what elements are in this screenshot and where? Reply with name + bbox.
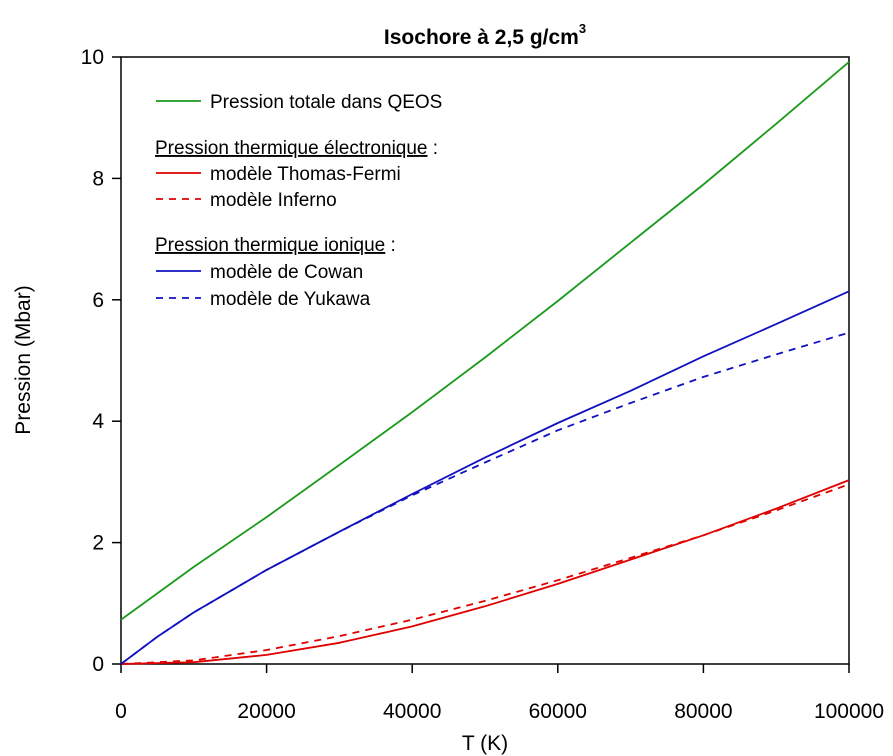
legend-heading-ionic: Pression thermique ionique : xyxy=(155,235,396,256)
x-axis: 0 20000 40000 60000 80000 100000 xyxy=(115,664,884,723)
series-line-mod-le-inferno xyxy=(120,483,850,665)
y-axis-label: Pression (Mbar) xyxy=(12,285,35,434)
x-tick-label: 60000 xyxy=(529,700,587,723)
series-line-mod-le-de-cowan xyxy=(120,290,850,665)
legend-label-thomas-fermi: modèle Thomas-Fermi xyxy=(210,164,401,185)
x-tick-label: 40000 xyxy=(383,700,441,723)
x-tick-label: 80000 xyxy=(674,700,732,723)
chart-title-text: Isochore à 2,5 g/cm xyxy=(384,26,579,49)
legend-label-yukawa: modèle de Yukawa xyxy=(210,289,371,310)
x-axis-label: T (K) xyxy=(462,732,508,755)
chart-title-superscript: 3 xyxy=(579,21,586,36)
chart-title: Isochore à 2,5 g/cm3 xyxy=(384,21,586,49)
legend: Pression totale dans QEOS Pression therm… xyxy=(155,92,442,310)
legend-heading-electronic: Pression thermique électronique : xyxy=(155,138,438,159)
legend-label-cowan: modèle de Cowan xyxy=(210,262,363,283)
legend-label-inferno: modèle Inferno xyxy=(210,190,337,211)
y-tick-label: 0 xyxy=(92,653,104,676)
y-tick-label: 6 xyxy=(92,289,104,312)
legend-heading-ionic-suffix: : xyxy=(385,235,396,256)
series-line-pression-totale-dans-qeos xyxy=(120,61,850,621)
legend-heading-ionic-text: Pression thermique ionique xyxy=(155,235,385,256)
series-line-mod-le-de-yukawa xyxy=(120,331,850,665)
y-tick-label: 8 xyxy=(92,167,104,190)
y-axis: 0 2 4 6 8 10 xyxy=(81,46,121,676)
y-tick-label: 2 xyxy=(92,532,104,555)
series-line-mod-le-thomas-fermi xyxy=(120,479,850,665)
x-tick-label: 100000 xyxy=(814,700,884,723)
legend-heading-electronic-suffix: : xyxy=(428,138,439,159)
y-tick-label: 4 xyxy=(92,410,104,433)
legend-heading-electronic-text: Pression thermique électronique xyxy=(155,138,428,159)
series-layer xyxy=(120,61,850,665)
plot-frame xyxy=(120,56,850,665)
y-tick-label: 10 xyxy=(81,46,104,69)
x-tick-label: 20000 xyxy=(237,700,295,723)
legend-label-qeos: Pression totale dans QEOS xyxy=(210,92,442,113)
x-tick-label: 0 xyxy=(115,700,127,723)
